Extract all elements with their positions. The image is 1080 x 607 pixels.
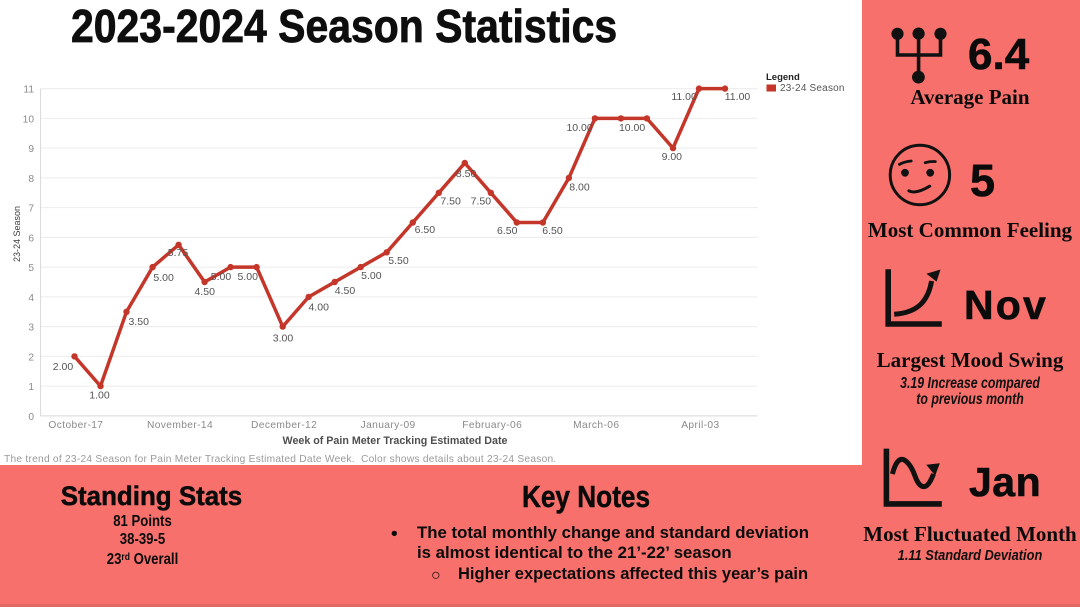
svg-text:October-17: October-17 [48, 420, 103, 431]
svg-text:March-06: March-06 [573, 420, 619, 431]
svg-text:10.00: 10.00 [619, 122, 645, 134]
svg-text:1: 1 [28, 382, 34, 393]
svg-text:4.00: 4.00 [308, 302, 329, 314]
svg-text:11.00: 11.00 [725, 91, 751, 103]
svg-text:6: 6 [28, 233, 34, 244]
svg-text:Legend: Legend [766, 72, 800, 83]
svg-text:7: 7 [28, 204, 34, 215]
svg-text:5.00: 5.00 [237, 271, 258, 283]
svg-text:3.50: 3.50 [128, 316, 149, 328]
svg-text:3.00: 3.00 [273, 332, 294, 344]
svg-text:6.50: 6.50 [415, 224, 436, 236]
svg-text:2.00: 2.00 [53, 361, 74, 373]
svg-text:5.00: 5.00 [211, 271, 232, 283]
svg-text:9: 9 [28, 144, 34, 155]
svg-text:11.00: 11.00 [671, 91, 697, 103]
svg-text:8: 8 [28, 174, 34, 185]
svg-text:0: 0 [28, 412, 34, 423]
svg-text:9.00: 9.00 [662, 151, 683, 163]
svg-text:3: 3 [28, 323, 34, 334]
svg-text:2: 2 [28, 352, 34, 363]
svg-text:7.50: 7.50 [471, 196, 492, 208]
svg-text:6.50: 6.50 [497, 225, 518, 237]
svg-text:5.75: 5.75 [168, 247, 189, 259]
svg-text:Week of Pain Meter Tracking Es: Week of Pain Meter Tracking Estimated Da… [283, 435, 508, 447]
svg-text:The trend of 23-24 Season for: The trend of 23-24 Season for Pain Meter… [4, 454, 557, 465]
svg-text:8.00: 8.00 [569, 181, 590, 193]
svg-text:4.50: 4.50 [194, 286, 215, 298]
svg-text:23-24 Season: 23-24 Season [780, 83, 845, 94]
svg-text:5.00: 5.00 [361, 270, 382, 282]
svg-text:5: 5 [28, 263, 34, 274]
svg-text:11: 11 [23, 85, 34, 96]
svg-text:7.50: 7.50 [440, 196, 461, 208]
svg-text:10: 10 [23, 114, 35, 125]
svg-text:5.50: 5.50 [388, 255, 409, 267]
svg-text:23-24 Season: 23-24 Season [12, 206, 22, 262]
svg-text:November-14: November-14 [147, 420, 213, 431]
svg-text:December-12: December-12 [251, 420, 317, 431]
svg-text:April-03: April-03 [681, 420, 719, 431]
svg-text:February-06: February-06 [462, 420, 522, 431]
svg-text:4: 4 [28, 293, 34, 304]
svg-text:5.00: 5.00 [153, 272, 174, 284]
svg-text:January-09: January-09 [361, 420, 416, 431]
svg-text:6.50: 6.50 [542, 225, 563, 237]
svg-text:4.50: 4.50 [335, 285, 356, 297]
svg-text:8.50: 8.50 [456, 168, 477, 180]
svg-text:1.00: 1.00 [89, 389, 110, 401]
svg-text:10.00: 10.00 [566, 122, 592, 134]
